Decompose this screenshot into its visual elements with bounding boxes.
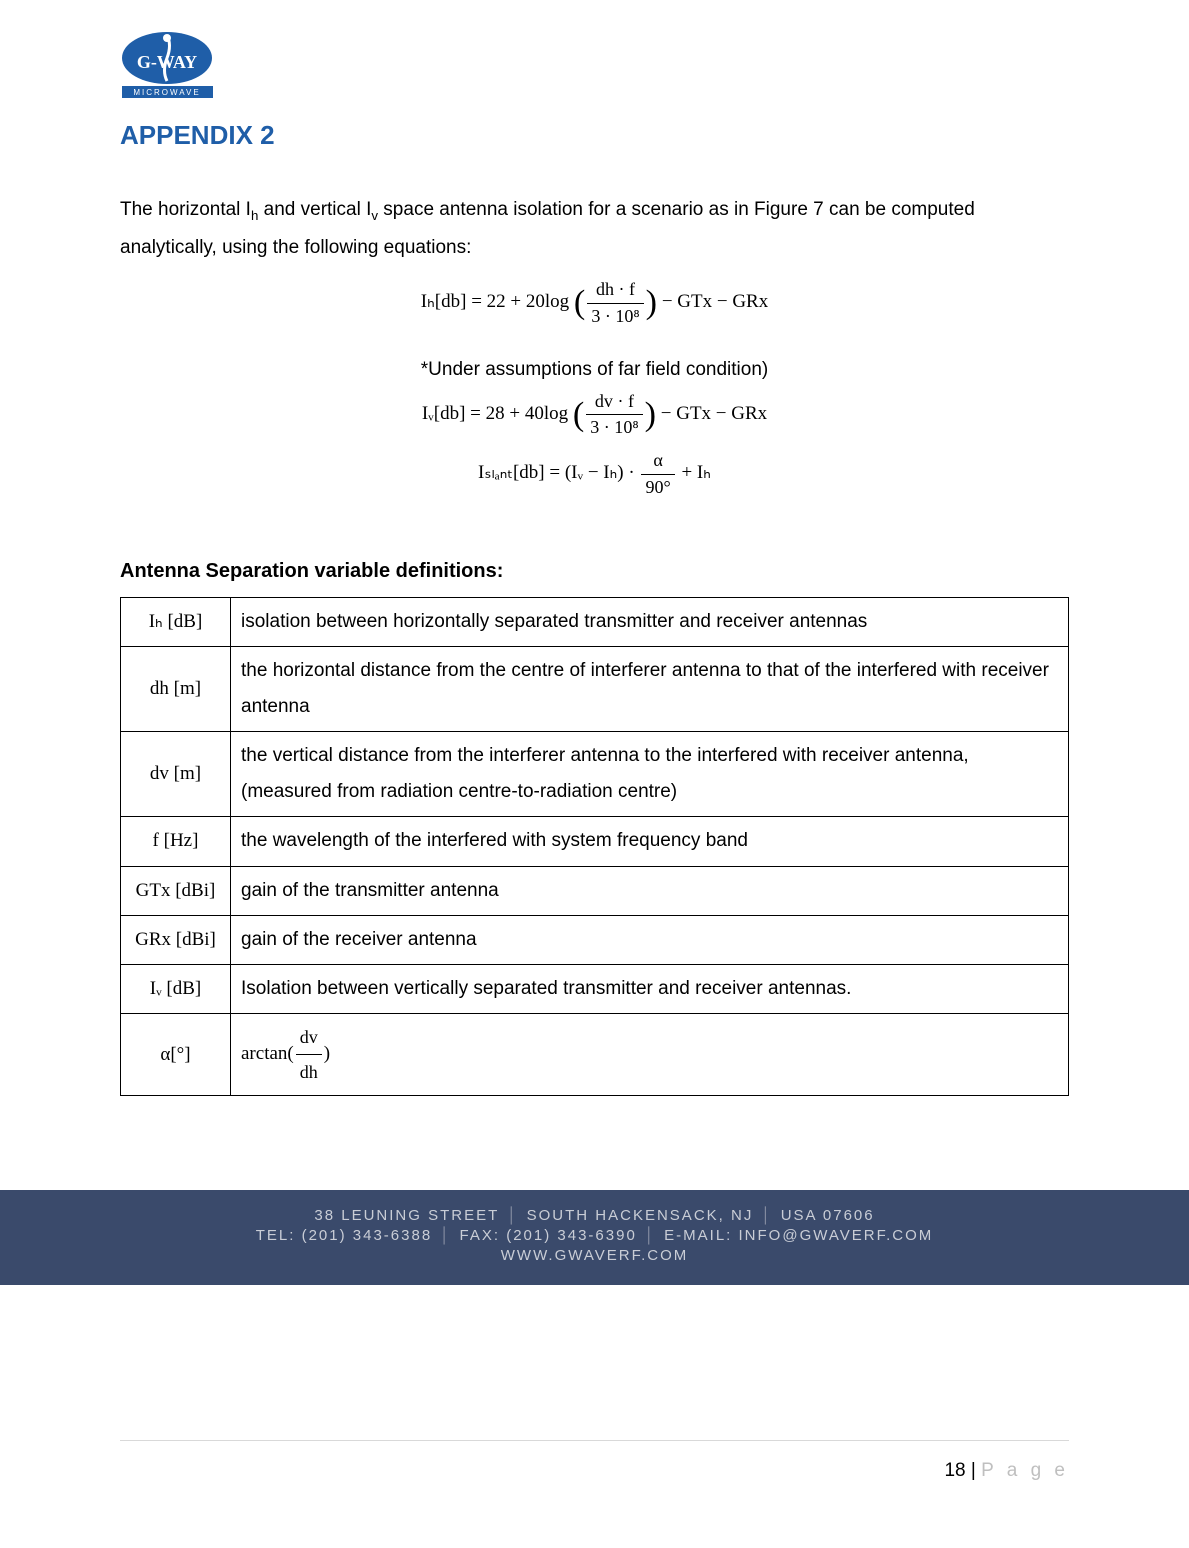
intro-paragraph: The horizontal Ih and vertical Iv space … [120, 191, 1069, 267]
def-symbol: f [Hz] [121, 817, 231, 866]
def-symbol: dh [m] [121, 647, 231, 732]
page-divider [120, 1440, 1069, 1441]
table-row: α[°]arctan(dvdh) [121, 1013, 1069, 1096]
def-description: isolation between horizontally separated… [231, 597, 1069, 646]
def-symbol: Iᵥ [dB] [121, 964, 231, 1013]
def-symbol: GTx [dBi] [121, 866, 231, 915]
table-row: dv [m]the vertical distance from the int… [121, 732, 1069, 817]
def-symbol: GRx [dBi] [121, 915, 231, 964]
table-row: dh [m]the horizontal distance from the c… [121, 647, 1069, 732]
page-number: 18 | P a g e [944, 1460, 1069, 1482]
company-logo: G-WAY MICROWAVE [120, 30, 1069, 100]
def-description: the vertical distance from the interfere… [231, 732, 1069, 817]
def-symbol: α[°] [121, 1013, 231, 1096]
table-row: Iₕ [dB]isolation between horizontally se… [121, 597, 1069, 646]
def-description: the horizontal distance from the centre … [231, 647, 1069, 732]
footer-band: 38 Leuning Street│South Hackensack, NJ│U… [0, 1190, 1189, 1285]
table-row: f [Hz]the wavelength of the interfered w… [121, 817, 1069, 866]
footer-line-2: Tel: (201) 343-6388│Fax: (201) 343-6390│… [0, 1227, 1189, 1244]
def-description: gain of the receiver antenna [231, 915, 1069, 964]
definitions-table: Iₕ [dB]isolation between horizontally se… [120, 597, 1069, 1096]
def-symbol: dv [m] [121, 732, 231, 817]
table-row: GTx [dBi]gain of the transmitter antenna [121, 866, 1069, 915]
definitions-heading: Antenna Separation variable definitions: [120, 560, 1069, 583]
table-row: Iᵥ [dB]Isolation between vertically sepa… [121, 964, 1069, 1013]
table-row: GRx [dBi]gain of the receiver antenna [121, 915, 1069, 964]
equation-iv: Iᵥ[db] = 28 + 40log (dv · f3 · 10⁸) − GT… [120, 389, 1069, 441]
def-description: arctan(dvdh) [231, 1013, 1069, 1096]
def-description: Isolation between vertically separated t… [231, 964, 1069, 1013]
logo-text-top: G-WAY [137, 52, 197, 72]
def-description: gain of the transmitter antenna [231, 866, 1069, 915]
far-field-note: *Under assumptions of far field conditio… [120, 359, 1069, 381]
footer-line-1: 38 Leuning Street│South Hackensack, NJ│U… [0, 1207, 1189, 1224]
equation-islant: Iₛₗₐₙₜ[db] = (Iᵥ − Iₕ) · α90° + Iₕ [120, 448, 1069, 500]
appendix-title: APPENDIX 2 [120, 120, 1069, 151]
def-description: the wavelength of the interfered with sy… [231, 817, 1069, 866]
def-symbol: Iₕ [dB] [121, 597, 231, 646]
equation-ih: Iₕ[db] = 22 + 20log (dh · f3 · 10⁸) − GT… [120, 277, 1069, 329]
footer-line-3: www.gwaverf.com [0, 1247, 1189, 1264]
logo-text-bottom: MICROWAVE [133, 88, 200, 97]
